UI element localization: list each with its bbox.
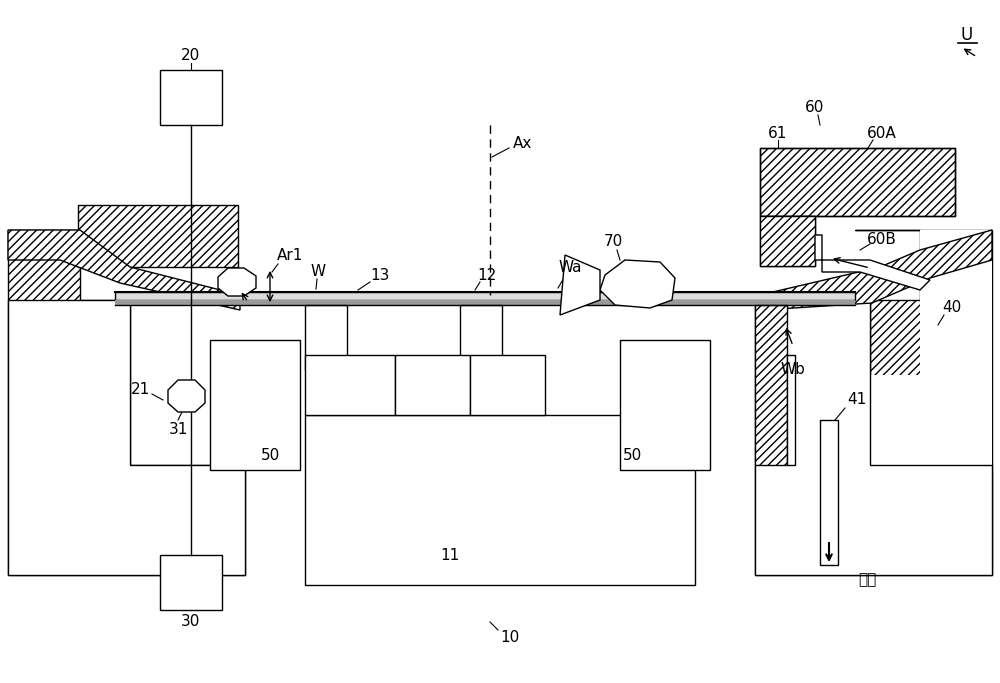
- Bar: [8, 300, 80, 575]
- Text: 20: 20: [181, 48, 201, 63]
- Bar: [160, 555, 222, 610]
- Polygon shape: [815, 235, 930, 290]
- Bar: [115, 300, 855, 305]
- Text: U: U: [961, 26, 973, 44]
- Text: 21: 21: [130, 382, 150, 398]
- Bar: [920, 230, 992, 575]
- Bar: [395, 355, 470, 415]
- Text: 70: 70: [603, 234, 623, 249]
- Bar: [305, 415, 695, 585]
- Text: 60: 60: [805, 100, 825, 115]
- Bar: [470, 355, 545, 415]
- Bar: [80, 375, 130, 575]
- Bar: [760, 216, 815, 266]
- Polygon shape: [755, 300, 992, 575]
- Bar: [210, 340, 300, 470]
- Bar: [305, 305, 347, 370]
- Text: Wa: Wa: [558, 260, 582, 275]
- Bar: [160, 70, 222, 125]
- Text: 12: 12: [477, 268, 497, 283]
- Polygon shape: [8, 300, 245, 575]
- Text: Ar1: Ar1: [277, 247, 303, 262]
- Text: 10: 10: [500, 630, 520, 645]
- Text: 60A: 60A: [867, 126, 897, 141]
- Text: Ax: Ax: [513, 135, 533, 150]
- Bar: [755, 305, 787, 465]
- Bar: [760, 148, 955, 216]
- Polygon shape: [8, 230, 240, 310]
- Bar: [460, 305, 502, 370]
- Polygon shape: [760, 216, 815, 266]
- Text: 11: 11: [440, 548, 460, 563]
- Polygon shape: [560, 255, 600, 315]
- Text: 30: 30: [181, 615, 201, 630]
- Text: 40: 40: [942, 301, 962, 316]
- Bar: [115, 292, 855, 300]
- Text: W: W: [310, 264, 326, 279]
- Polygon shape: [168, 380, 205, 412]
- Polygon shape: [600, 260, 675, 308]
- Bar: [760, 148, 955, 216]
- Text: 50: 50: [260, 447, 280, 462]
- Text: 50: 50: [622, 447, 642, 462]
- Polygon shape: [218, 268, 256, 296]
- Text: 31: 31: [168, 423, 188, 438]
- Text: 排液: 排液: [858, 572, 876, 587]
- Polygon shape: [760, 230, 992, 310]
- Bar: [787, 355, 795, 465]
- Polygon shape: [8, 230, 245, 575]
- Text: Wb: Wb: [781, 363, 805, 378]
- Text: 61: 61: [768, 126, 788, 141]
- Bar: [620, 340, 710, 470]
- Polygon shape: [755, 230, 992, 575]
- Bar: [820, 420, 838, 565]
- Bar: [78, 205, 238, 267]
- Bar: [870, 375, 920, 575]
- Text: 60B: 60B: [867, 232, 897, 247]
- Bar: [755, 300, 870, 575]
- Bar: [305, 355, 395, 415]
- Text: 13: 13: [370, 268, 390, 283]
- Text: 41: 41: [847, 393, 867, 408]
